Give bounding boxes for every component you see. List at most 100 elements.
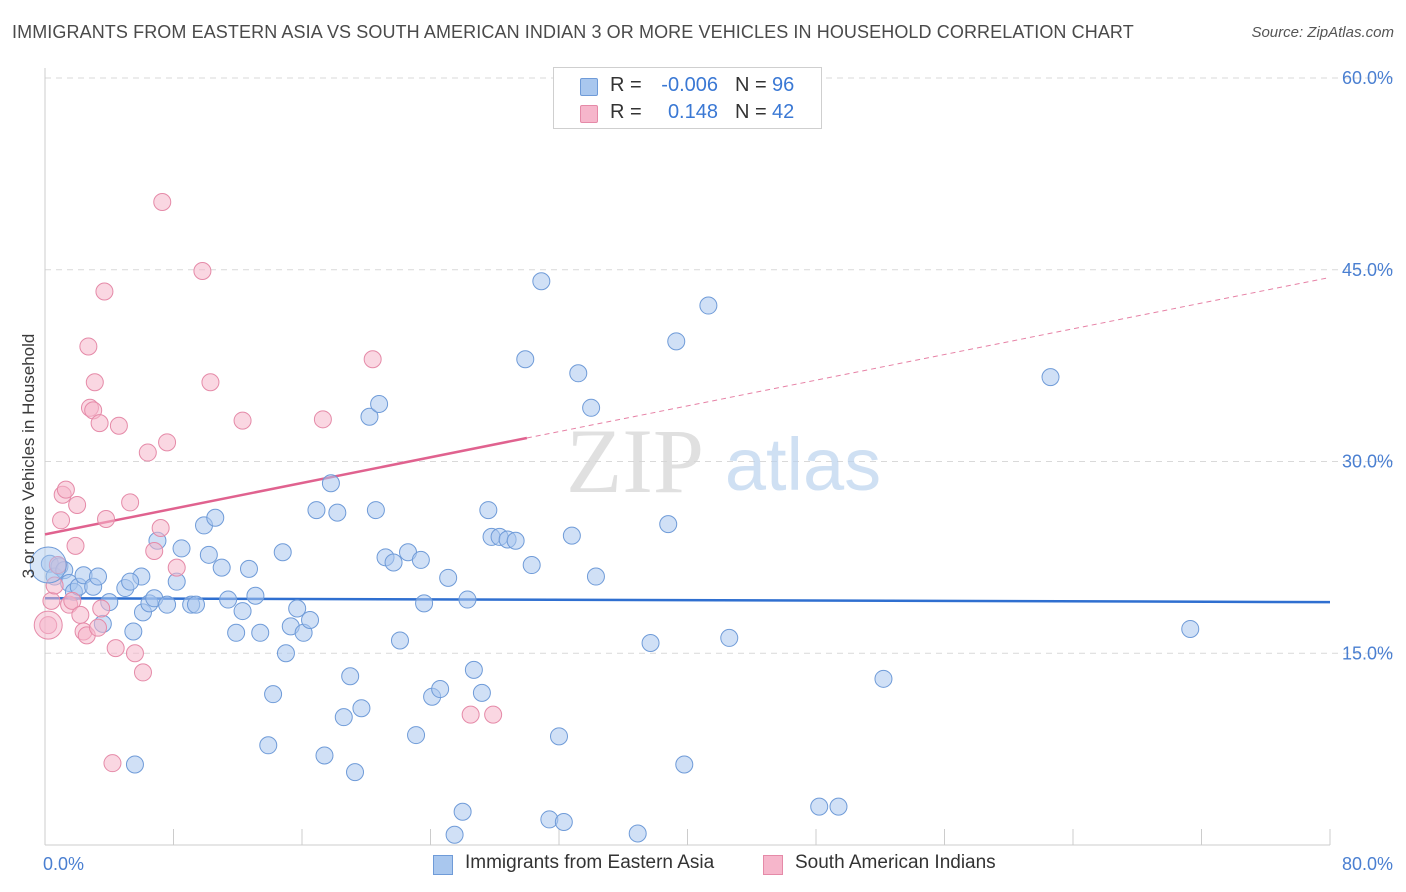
legend-r-label: R = — [610, 74, 642, 96]
point-eastern-asia — [439, 568, 458, 587]
point-eastern-asia — [172, 539, 191, 558]
point-eastern-asia — [562, 526, 581, 545]
point-eastern-asia — [219, 590, 238, 609]
point-south-american-indians — [201, 373, 220, 392]
point-south-american-indians — [193, 262, 212, 281]
gridlines — [45, 77, 1395, 654]
point-south-american-indians — [79, 337, 98, 356]
point-eastern-asia — [273, 543, 292, 562]
point-eastern-asia — [352, 699, 371, 718]
x-tick-label: 0.0% — [43, 854, 84, 874]
legend-swatch-blue — [580, 78, 598, 96]
point-south-american-indians — [42, 591, 61, 610]
point-eastern-asia — [259, 736, 278, 755]
y-tick-label: 60.0% — [1342, 68, 1393, 88]
point-south-american-indians — [52, 511, 71, 530]
tick-labels: 15.0% 30.0% 45.0% 60.0% 0.0% 80.0% — [43, 68, 1393, 874]
point-eastern-asia — [829, 797, 848, 816]
point-eastern-asia-cluster — [29, 546, 67, 584]
y-tick-label: 45.0% — [1342, 260, 1393, 280]
point-south-american-indians — [85, 373, 104, 392]
point-eastern-asia — [586, 567, 605, 586]
point-eastern-asia — [158, 595, 177, 614]
legend-swatch-pink — [580, 105, 598, 123]
point-eastern-asia — [569, 364, 588, 383]
watermark-zip: ZIP — [566, 410, 704, 512]
point-eastern-asia — [315, 746, 334, 765]
point-south-american-indians — [106, 639, 125, 658]
point-eastern-asia — [506, 531, 525, 550]
point-eastern-asia — [288, 599, 307, 618]
legend-n-value: 42 — [772, 101, 795, 123]
point-south-american-indians — [56, 480, 75, 499]
point-eastern-asia — [472, 683, 491, 702]
point-eastern-asia — [239, 559, 258, 578]
y-tick-label: 30.0% — [1342, 452, 1393, 472]
point-south-american-indians — [68, 495, 87, 514]
point-south-american-indians — [461, 705, 480, 724]
legend-n-label: N = — [735, 74, 767, 96]
point-eastern-asia — [227, 623, 246, 642]
point-south-american-indians — [97, 510, 116, 529]
point-south-american-indians — [103, 754, 122, 773]
point-eastern-asia — [532, 272, 551, 291]
point-eastern-asia — [582, 398, 601, 417]
legend-n-label: N = — [735, 101, 767, 123]
y-axis-label: 3 or more Vehicles in Household — [19, 334, 38, 579]
point-eastern-asia — [341, 667, 360, 686]
point-eastern-asia — [874, 669, 893, 688]
point-eastern-asia — [307, 501, 326, 520]
point-eastern-asia — [479, 501, 498, 520]
point-eastern-asia — [124, 622, 143, 641]
point-eastern-asia — [516, 350, 535, 369]
point-eastern-asia — [246, 586, 265, 605]
point-eastern-asia — [458, 590, 477, 609]
point-eastern-asia — [370, 394, 389, 413]
point-eastern-asia — [453, 802, 472, 821]
bottom-legend-label: South American Indians — [795, 852, 996, 873]
point-south-american-indians — [151, 518, 170, 537]
point-south-american-indians — [233, 411, 252, 430]
bottom-legend-label: Immigrants from Eastern Asia — [465, 852, 715, 873]
chart-title: IMMIGRANTS FROM EASTERN ASIA VS SOUTH AM… — [12, 22, 1134, 42]
point-south-american-indians — [167, 558, 186, 577]
point-eastern-asia — [554, 812, 573, 831]
point-eastern-asia — [301, 611, 320, 630]
watermark-atlas: atlas — [725, 423, 881, 506]
point-eastern-asia — [390, 631, 409, 650]
point-eastern-asia — [699, 296, 718, 315]
point-south-american-indians — [45, 576, 64, 595]
point-eastern-asia — [121, 572, 140, 591]
point-south-american-indians — [89, 618, 108, 637]
trend-line-extension — [526, 276, 1331, 439]
point-eastern-asia — [125, 755, 144, 774]
point-south-american-indians — [145, 541, 164, 560]
point-eastern-asia — [264, 685, 283, 704]
point-south-american-indians — [133, 663, 152, 682]
point-eastern-asia — [675, 755, 694, 774]
point-eastern-asia — [628, 824, 647, 843]
legend-n-value: 96 — [772, 74, 795, 96]
point-eastern-asia — [334, 708, 353, 727]
point-eastern-asia — [276, 644, 295, 663]
legend-r-value: 0.148 — [667, 101, 718, 123]
point-south-american-indians — [363, 350, 382, 369]
point-south-american-indians — [71, 605, 90, 624]
point-south-american-indians-cluster — [33, 610, 63, 640]
data-points — [29, 192, 1200, 844]
point-eastern-asia — [720, 628, 739, 647]
point-south-american-indians — [95, 282, 114, 301]
point-eastern-asia — [659, 515, 678, 534]
point-south-american-indians — [90, 414, 109, 433]
point-eastern-asia — [212, 558, 231, 577]
point-eastern-asia — [186, 595, 205, 614]
point-eastern-asia — [415, 594, 434, 613]
legend-r-label: R = — [610, 101, 642, 123]
point-eastern-asia — [1181, 619, 1200, 638]
axes — [44, 68, 1331, 846]
point-south-american-indians — [66, 536, 85, 555]
point-eastern-asia — [384, 553, 403, 572]
point-south-american-indians — [121, 493, 140, 512]
point-eastern-asia — [199, 545, 218, 564]
